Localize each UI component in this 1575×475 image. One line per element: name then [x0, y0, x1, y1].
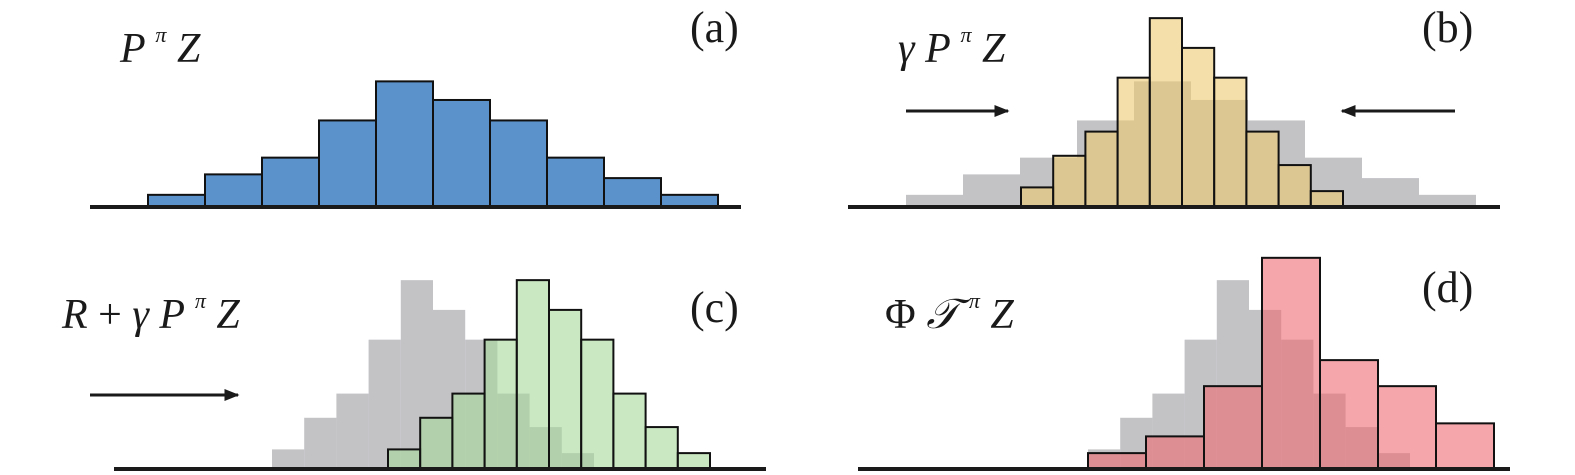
- histogram-bar-2: [204, 173, 263, 208]
- symbol-pi-superscript: π: [960, 22, 972, 47]
- symbol-z: Z: [990, 292, 1014, 338]
- histogram-bar-3: [451, 392, 486, 470]
- histogram-bar-7: [580, 338, 615, 469]
- histogram-a: [147, 80, 719, 208]
- histogram-bar-4: [318, 119, 377, 207]
- background-bar-2: [304, 417, 337, 468]
- histogram-bar-1: [1087, 452, 1147, 469]
- histogram-bar-6: [1181, 46, 1216, 208]
- histogram-bar-6: [548, 308, 583, 469]
- expression-b: γ P π Z: [898, 6, 1006, 72]
- histogram-bar-1: [387, 448, 422, 469]
- histogram-bar-5: [1319, 359, 1379, 469]
- histogram-bar-6: [1377, 385, 1437, 469]
- background-bar-4: [368, 339, 401, 468]
- background-bar-1: [906, 194, 963, 206]
- panel-label-b: (b): [1422, 3, 1473, 52]
- histogram-c: [387, 279, 711, 470]
- histogram-bar-4: [483, 338, 518, 469]
- histogram-bar-2: [419, 416, 454, 469]
- histogram-bar-10: [660, 193, 719, 207]
- symbol-pi-superscript: π: [155, 22, 167, 47]
- histogram-bar-2: [1145, 435, 1205, 470]
- histogram-bar-4: [1261, 256, 1321, 469]
- panel-b: (b) γ P π Z: [848, 3, 1500, 209]
- symbol-p: P: [119, 26, 145, 72]
- histogram-bar-5: [1148, 17, 1184, 207]
- symbol-plus: +: [98, 292, 132, 338]
- expression-a: P π Z: [119, 6, 201, 72]
- histogram-bar-7: [1435, 422, 1495, 469]
- histogram-bar-2: [1052, 154, 1087, 207]
- panel-c: (c) R + γ P π Z: [61, 272, 766, 471]
- histogram-bar-6: [432, 98, 491, 207]
- histogram-bar-9: [603, 177, 662, 208]
- expression-d: Φ 𝒯 π Z: [885, 272, 1014, 338]
- histogram-bar-8: [1245, 130, 1280, 208]
- histogram-bar-4: [1116, 76, 1151, 207]
- symbol-z: Z: [982, 26, 1006, 72]
- panel-d: (d) Φ 𝒯 π Z: [858, 256, 1510, 471]
- histogram-bar-10: [676, 452, 711, 469]
- histogram-bar-9: [1277, 164, 1312, 207]
- histogram-bar-3: [1203, 385, 1263, 469]
- symbol-script-t: 𝒯: [926, 292, 971, 338]
- histogram-d: [1087, 256, 1495, 470]
- histogram-bar-8: [612, 392, 647, 470]
- panel-a: (a) P π Z: [90, 3, 741, 209]
- symbol-z: Z: [177, 26, 201, 72]
- symbol-gamma: γ: [132, 292, 150, 338]
- histogram-bar-8: [546, 156, 605, 207]
- background-bar-2: [963, 174, 1020, 206]
- histogram-bar-3: [261, 156, 320, 207]
- histogram-bar-1: [1020, 186, 1055, 207]
- panel-label-d: (d): [1422, 263, 1473, 312]
- histogram-bar-1: [147, 193, 206, 207]
- symbol-z: Z: [216, 292, 240, 338]
- histogram-bar-5: [375, 80, 434, 207]
- histogram-bar-10: [1309, 190, 1345, 207]
- symbol-r: R: [61, 292, 88, 338]
- histogram-bar-7: [489, 119, 548, 207]
- symbol-pi-superscript: π: [969, 288, 981, 313]
- background-bar-1: [272, 449, 305, 468]
- background-bar-10: [1419, 194, 1476, 206]
- panel-label-a: (a): [690, 3, 739, 52]
- expression-c: R + γ P π Z: [61, 272, 240, 338]
- symbol-p: P: [158, 292, 184, 338]
- symbol-pi-superscript: π: [195, 288, 207, 313]
- histogram-bar-5: [515, 279, 550, 470]
- histogram-bar-9: [644, 426, 679, 469]
- symbol-phi: Φ: [885, 292, 916, 338]
- symbol-gamma: γ: [898, 26, 916, 72]
- panel-label-c: (c): [690, 283, 739, 332]
- histogram-bar-7: [1213, 76, 1248, 207]
- histogram-bar-3: [1084, 130, 1119, 208]
- background-bar-9: [1362, 178, 1419, 206]
- symbol-p: P: [924, 26, 950, 72]
- background-bar-3: [336, 393, 369, 468]
- histogram-b: [1020, 17, 1345, 208]
